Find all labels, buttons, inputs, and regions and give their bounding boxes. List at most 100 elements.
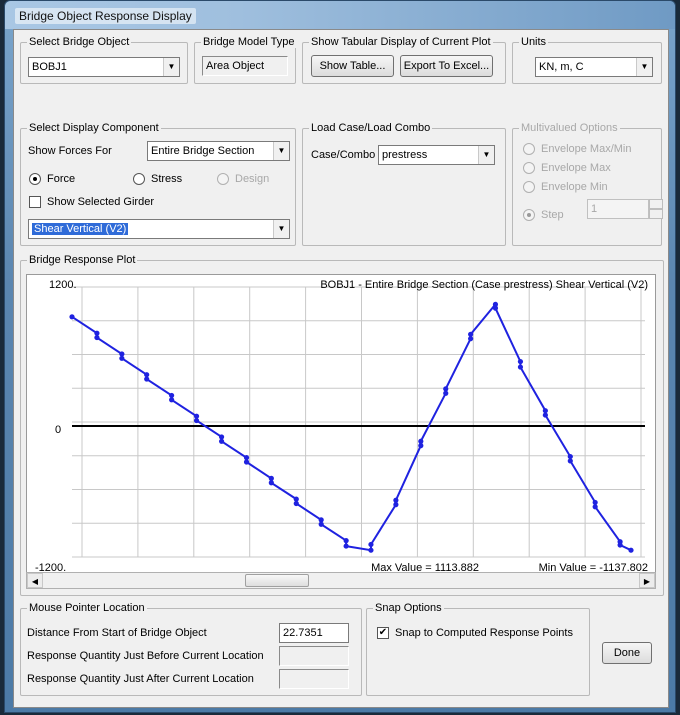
series-polyline <box>71 301 632 552</box>
plot-title: BOBJ1 - Entire Bridge Section (Case pres… <box>320 279 648 291</box>
envelope-max-radio <box>523 162 535 174</box>
select-bridge-object-legend: Select Bridge Object <box>27 36 132 48</box>
data-point <box>517 364 524 370</box>
data-point <box>293 500 299 507</box>
units-select[interactable]: KN, m, C ▼ <box>535 57 653 77</box>
select-bridge-object-group: Select Bridge Object BOBJ1 ▼ <box>20 36 188 84</box>
step-spin-down <box>649 209 663 219</box>
show-forces-select[interactable]: Entire Bridge Section ▼ <box>147 141 290 161</box>
chevron-down-icon[interactable]: ▼ <box>636 58 652 76</box>
snap-checkbox[interactable]: ✔ <box>377 627 389 639</box>
data-point <box>492 301 499 307</box>
data-point <box>169 392 175 399</box>
grid <box>72 286 645 558</box>
envelope-min-radio <box>523 181 535 193</box>
scroll-left-icon[interactable]: ◀ <box>27 573 43 588</box>
plot-horizontal-scrollbar[interactable]: ◀ ▶ <box>26 572 656 589</box>
data-point <box>343 543 349 549</box>
min-value-label: Min Value = -1137.802 <box>539 562 648 574</box>
response-plot[interactable]: 1200. 0 -1200. BOBJ1 - Entire Bridge Sec… <box>26 274 656 576</box>
y-min-label: -1200. <box>35 562 66 574</box>
bridge-object-select[interactable]: BOBJ1 ▼ <box>28 57 180 77</box>
series-line <box>71 301 632 552</box>
data-point <box>567 453 573 460</box>
export-to-excel-button[interactable]: Export To Excel... <box>400 55 493 77</box>
data-point <box>144 376 150 382</box>
data-point <box>119 355 125 361</box>
window: Bridge Object Response Display Select Br… <box>4 0 676 713</box>
data-point <box>418 438 424 444</box>
data-point <box>169 397 175 403</box>
mouse-pointer-location-legend: Mouse Pointer Location <box>27 602 147 614</box>
show-table-button[interactable]: Show Table... <box>311 55 394 77</box>
units-value: KN, m, C <box>539 61 584 73</box>
show-selected-girder-label: Show Selected Girder <box>47 196 154 208</box>
max-value-label: Max Value = 1113.882 <box>371 562 479 574</box>
scroll-thumb[interactable] <box>245 574 309 587</box>
data-point <box>218 434 225 440</box>
window-title: Bridge Object Response Display <box>15 8 196 24</box>
data-point <box>343 538 349 544</box>
data-point <box>443 386 449 392</box>
data-point <box>592 499 598 506</box>
response-chart[interactable]: 1200. 0 -1200. BOBJ1 - Entire Bridge Sec… <box>27 275 655 575</box>
bridge-object-value: BOBJ1 <box>32 61 67 73</box>
data-point <box>218 438 225 444</box>
data-point <box>94 334 100 341</box>
bridge-model-type-group: Bridge Model Type Area Object <box>194 36 297 84</box>
tabular-display-legend: Show Tabular Display of Current Plot <box>309 36 493 48</box>
units-group: Units KN, m, C ▼ <box>512 36 662 84</box>
envelope-min-label: Envelope Min <box>541 181 608 193</box>
display-component-group: Select Display Component Show Forces For… <box>20 122 296 246</box>
data-point <box>368 547 374 553</box>
title-bar[interactable]: Bridge Object Response Display <box>5 1 675 29</box>
chevron-down-icon[interactable]: ▼ <box>273 220 289 238</box>
distance-field[interactable]: 22.7351 <box>279 623 349 643</box>
envelope-max-min-radio <box>523 143 535 155</box>
design-radio <box>217 173 229 185</box>
data-point <box>318 521 324 527</box>
data-point <box>243 455 250 461</box>
bridge-model-type-value: Area Object <box>202 56 288 76</box>
load-case-legend: Load Case/Load Combo <box>309 122 433 134</box>
stress-radio[interactable] <box>133 173 145 185</box>
case-combo-value: prestress <box>382 149 428 161</box>
chevron-down-icon[interactable]: ▼ <box>478 146 494 164</box>
zero-label: 0 <box>55 424 61 436</box>
distance-label: Distance From Start of Bridge Object <box>27 627 207 639</box>
data-point <box>268 475 274 481</box>
data-point <box>592 504 598 510</box>
chevron-down-icon[interactable]: ▼ <box>163 58 179 76</box>
data-point <box>492 305 499 311</box>
data-point <box>119 351 125 357</box>
multivalued-options-group: Multivalued Options Envelope Max/Min Env… <box>512 122 663 246</box>
show-selected-girder-checkbox[interactable] <box>29 196 41 208</box>
case-combo-select[interactable]: prestress ▼ <box>378 145 495 165</box>
tabular-display-group: Show Tabular Display of Current Plot Sho… <box>302 36 506 84</box>
done-button[interactable]: Done <box>602 642 652 664</box>
data-point <box>144 372 150 378</box>
scroll-right-icon[interactable]: ▶ <box>639 573 655 588</box>
component-value: Shear Vertical (V2) <box>32 223 129 235</box>
load-case-group: Load Case/Load Combo Case/Combo prestres… <box>302 122 506 246</box>
data-point <box>94 330 100 336</box>
component-select[interactable]: Shear Vertical (V2) ▼ <box>28 219 290 239</box>
data-point <box>443 390 449 396</box>
multivalued-options-legend: Multivalued Options <box>519 122 620 134</box>
data-point <box>567 458 573 464</box>
show-forces-value: Entire Bridge Section <box>151 145 255 157</box>
force-radio[interactable] <box>29 173 41 185</box>
data-point <box>368 541 374 548</box>
envelope-max-min-label: Envelope Max/Min <box>541 143 632 155</box>
chevron-down-icon[interactable]: ▼ <box>273 142 289 160</box>
mouse-pointer-location-group: Mouse Pointer Location Distance From Sta… <box>20 602 362 696</box>
after-location-label: Response Quantity Just After Current Loc… <box>27 673 254 685</box>
data-point <box>468 331 474 337</box>
data-point <box>243 459 250 465</box>
data-point <box>418 443 424 449</box>
step-input: 1 <box>587 199 649 219</box>
data-point <box>193 413 200 419</box>
show-forces-label: Show Forces For <box>28 145 112 157</box>
step-spin-up <box>649 199 663 209</box>
data-point <box>542 412 548 418</box>
